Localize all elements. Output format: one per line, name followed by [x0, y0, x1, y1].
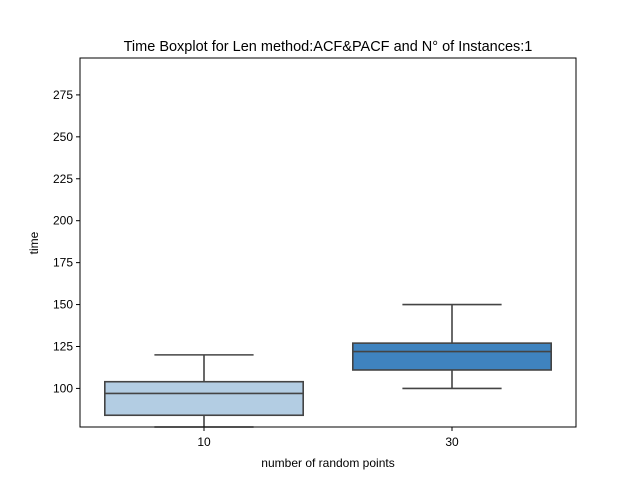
- x-tick-label: 10: [197, 435, 211, 449]
- plot-area-frame: [79, 57, 577, 428]
- box-10: [104, 380, 304, 417]
- chart-title: Time Boxplot for Len method:ACF&PACF and…: [124, 39, 533, 55]
- y-tick-label: 200: [53, 214, 73, 228]
- y-tick-label: 100: [53, 381, 73, 395]
- x-axis-label: number of random points: [261, 456, 394, 470]
- y-tick-label: 275: [53, 88, 73, 102]
- y-tick-label: 250: [53, 130, 73, 144]
- y-axis-label: time: [27, 231, 41, 254]
- y-tick-label: 125: [53, 339, 73, 353]
- x-tick-label: 30: [445, 435, 459, 449]
- y-tick-label: 175: [53, 256, 73, 270]
- y-tick-label: 225: [53, 172, 73, 186]
- box-30: [351, 342, 552, 371]
- y-tick-label: 150: [53, 298, 73, 312]
